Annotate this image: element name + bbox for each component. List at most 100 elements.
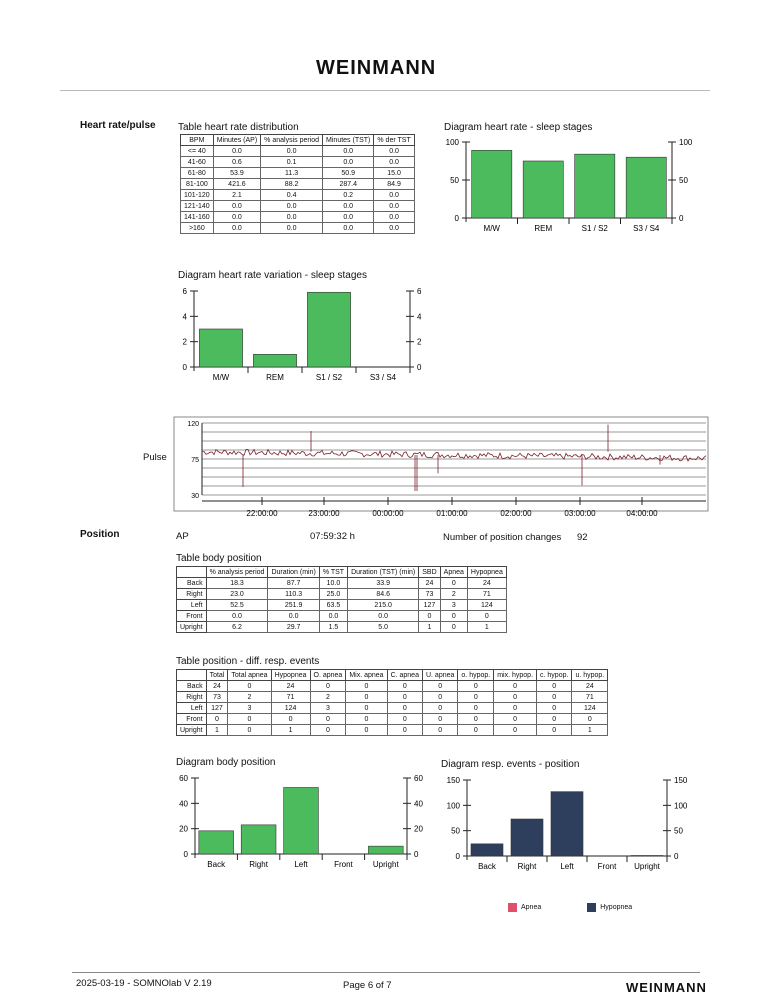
table-cell: 3 [309,702,347,714]
header-logo: WEINMANN [316,57,437,79]
bar [625,156,667,219]
table-cell: 73 [205,691,229,703]
bar [471,150,513,219]
chart-frame [173,416,709,512]
y-tick-label: 30 [191,493,199,500]
legend-swatch-hypopnea [587,903,597,912]
table-cell: 0.0 [205,610,269,622]
bar [253,354,297,368]
y-tick-label: 100 [674,801,688,810]
table-header-cell: Mix. apnea [345,669,388,681]
y-tick-label: 100 [447,801,461,810]
legend-label-apnea: Apnea [521,904,542,911]
table-row: >160 0.0 0.0 0.0 0.0 [180,222,415,234]
table-cell: 0 [493,702,538,714]
table-header-cell: % analysis period [260,134,324,146]
y-tick-label: 0 [183,363,188,372]
table-cell: 0 [493,680,538,692]
table-cell: 84.6 [347,588,420,600]
bar [198,830,234,855]
legend-swatch-apnea [508,903,517,912]
table-cell: 3 [227,702,272,714]
ap-label: AP [176,531,189,542]
y-tick-label: 120 [187,421,199,428]
table-header-cell [176,669,207,681]
table-cell: 0 [439,610,468,622]
table-cell: 6.2 [205,621,269,633]
x-tick-label: Back [207,860,226,869]
table-header-cell: U. apnea [421,669,459,681]
table-cell: 71 [270,691,311,703]
table-header-cell: BPM [180,134,214,146]
table-cell: 1 [205,724,229,736]
table-cell: >160 [180,222,214,234]
table-cell: 0.0 [212,222,262,234]
y-tick-label: 4 [183,312,188,321]
table-cell: 0 [270,713,311,725]
table-cell: 0 [493,724,538,736]
table-header-cell: % TST [318,566,349,578]
y-tick-label: 40 [414,799,423,808]
table-cell: Front [176,610,207,622]
x-tick-label: S3 / S4 [633,224,660,233]
table-cell: 0.6 [212,156,262,168]
y-tick-label: 150 [674,776,688,785]
table-cell: 0 [421,713,459,725]
bar [522,160,564,219]
table-cell: 84.9 [373,178,415,190]
y-tick-label: 75 [191,457,199,464]
table-row: Back 24 0 24 0 0 0 0 0 0 0 24 [176,680,609,692]
table-cell: 24 [205,680,229,692]
table-cell: Left [176,702,207,714]
y-tick-label: 20 [179,825,188,834]
table-cell: 71 [466,588,507,600]
table-cell: 0 [536,724,573,736]
table-cell: 3 [439,599,468,611]
x-tick-label: 04:00:00 [626,509,658,518]
x-tick-label: Right [518,862,537,871]
table-row: 81-100 421.6 88.2 287.4 84.9 [180,178,415,190]
position-changes-value: 92 [577,532,588,543]
table-cell: 0.0 [322,222,375,234]
table-cell: Back [176,577,207,589]
table-cell: 0 [345,713,388,725]
table-cell: 0.0 [373,156,415,168]
table-header-cell: Apnea [439,566,468,578]
table-cell: 0 [536,691,573,703]
table-cell: 0.0 [260,222,324,234]
table-cell: 1 [571,724,609,736]
table-cell: 11.3 [260,167,324,179]
table-cell: 0.0 [322,145,375,157]
x-tick-label: 00:00:00 [372,509,404,518]
y-tick-label: 100 [446,138,460,147]
table-cell: 101-120 [180,189,214,201]
x-tick-label: REM [266,373,284,382]
table-cell: 0.0 [212,200,262,212]
table-row: 61-80 53.9 11.3 50.9 15.0 [180,167,415,179]
table-cell: 50.9 [322,167,375,179]
table-row: 141-160 0.0 0.0 0.0 0.0 [180,211,415,223]
table-cell: Right [176,588,207,600]
footer-divider [72,972,700,973]
table-cell: 0.2 [322,189,375,201]
legend: Apnea Hypopnea [508,903,632,912]
table-row: Upright 6.2 29.7 1.5 5.0 1 0 1 [176,621,507,633]
table-cell: 0 [466,610,507,622]
table-header-cell: Minutes (TST) [322,134,375,146]
table-cell: 24 [418,577,441,589]
bar [240,824,277,855]
x-tick-label: 22:00:00 [246,509,278,518]
table-cell: 0.4 [260,189,324,201]
table-cell: 33.9 [347,577,420,589]
y-tick-label: 0 [674,852,679,861]
y-tick-label: 4 [417,312,422,321]
table-cell: 53.9 [212,167,262,179]
table-cell: 0 [386,680,423,692]
table-cell: 0.0 [373,145,415,157]
x-tick-label: Front [598,862,617,871]
table-cell: 63.5 [318,599,349,611]
table-cell: 29.7 [267,621,320,633]
pulse-line [201,448,707,462]
table-cell: 2 [227,691,272,703]
resp-table-title: Table position - diff. resp. events [176,656,320,667]
